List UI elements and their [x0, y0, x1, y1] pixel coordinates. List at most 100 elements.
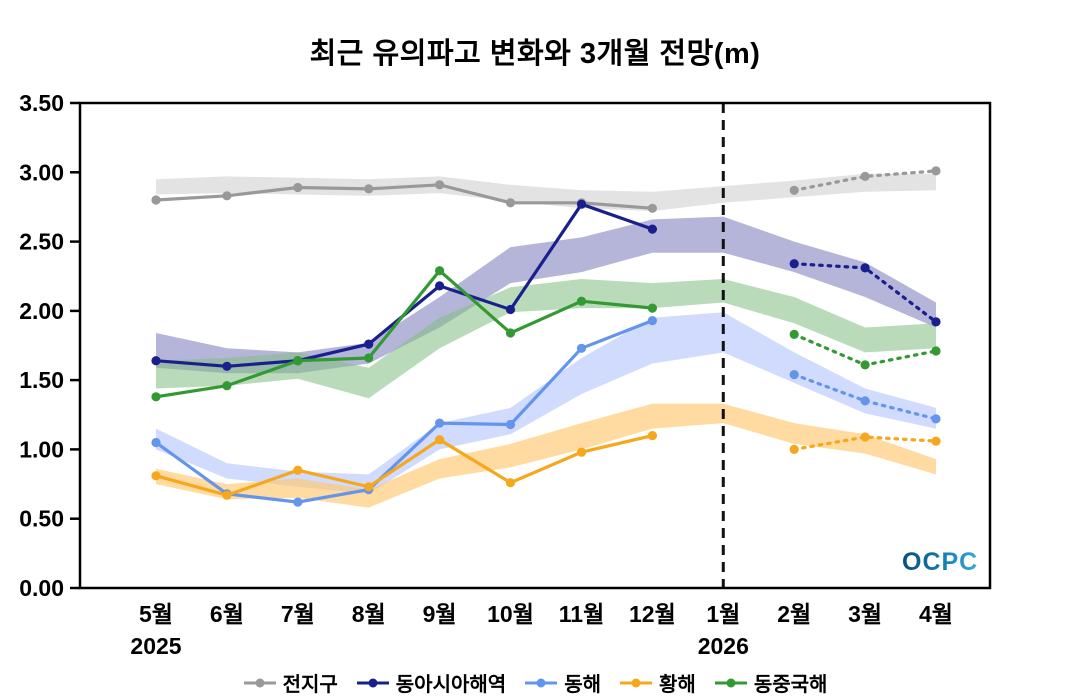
- series-lines: [151, 166, 941, 507]
- point-yellow-sea: [435, 435, 445, 445]
- y-tick-label: 2.00: [19, 298, 64, 324]
- point-global: [435, 180, 445, 190]
- x-tick-label: 3월: [848, 601, 882, 627]
- x-tick-label: 7월: [281, 601, 315, 627]
- point-east-china-sea-forecast: [860, 360, 870, 370]
- point-yellow-sea: [505, 478, 516, 488]
- point-east-china-sea: [576, 296, 587, 306]
- point-yellow-sea: [647, 431, 658, 441]
- point-east-china-sea: [647, 303, 658, 313]
- point-yellow-sea-forecast: [789, 444, 799, 454]
- legend-marker-east-china-sea: [714, 678, 747, 687]
- point-east-china-sea-forecast: [931, 346, 941, 356]
- x-tick-label: 6월: [210, 601, 244, 627]
- x-tick-label: 1월: [706, 601, 740, 627]
- year-label: 2025: [130, 633, 181, 659]
- legend-item-east-asia: 동아시아해역: [356, 668, 506, 697]
- point-yellow-sea-forecast: [931, 436, 941, 446]
- point-east-china-sea-forecast: [789, 329, 799, 339]
- x-tick-label: 8월: [352, 601, 386, 627]
- x-tick-label: 4월: [919, 601, 953, 627]
- point-east-china-sea: [222, 381, 232, 391]
- legend-item-east-sea: 동해: [524, 668, 601, 697]
- y-tick-label: 3.00: [19, 159, 64, 185]
- point-east-asia: [222, 361, 232, 371]
- y-tick-label: 1.50: [19, 367, 64, 393]
- point-east-asia: [505, 304, 516, 315]
- point-yellow-sea: [222, 490, 232, 500]
- point-east-asia: [151, 356, 161, 366]
- confidence-bands: [156, 173, 936, 508]
- year-label: 2026: [698, 633, 749, 659]
- legend: 전지구 동아시아해역 동해 황해 동중국해: [0, 668, 1070, 697]
- point-east-sea: [576, 343, 587, 353]
- line-yellow-sea-observed: [155, 434, 653, 497]
- band-east-asia: [156, 216, 936, 374]
- point-east-asia: [364, 339, 374, 349]
- point-east-asia-forecast: [931, 317, 941, 327]
- legend-label-east-asia: 동아시아해역: [395, 674, 507, 696]
- y-tick-label: 0.00: [19, 575, 64, 601]
- legend-item-yellow-sea: 황해: [619, 668, 696, 697]
- legend-item-global: 전지구: [243, 668, 338, 697]
- point-global: [364, 184, 374, 194]
- legend-label-east-china-sea: 동중국해: [753, 674, 828, 696]
- band-yellow-sea: [156, 403, 936, 508]
- point-east-asia-forecast: [860, 263, 870, 273]
- legend-marker-east-asia: [356, 678, 389, 687]
- point-east-sea: [435, 418, 445, 428]
- legend-label-yellow-sea: 황해: [659, 674, 696, 696]
- x-tick-label: 10월: [487, 601, 534, 627]
- point-east-china-sea: [151, 392, 161, 402]
- point-east-china-sea: [364, 353, 374, 363]
- point-global-forecast: [931, 166, 941, 176]
- legend-marker-global: [243, 678, 276, 687]
- point-east-china-sea: [293, 356, 303, 366]
- point-global: [151, 195, 161, 205]
- point-global: [293, 182, 303, 193]
- point-yellow-sea: [576, 447, 587, 457]
- point-east-sea-forecast: [931, 414, 941, 424]
- plot-frame: [78, 101, 992, 590]
- x-tick-label: 12월: [629, 601, 676, 627]
- point-yellow-sea: [293, 465, 303, 475]
- point-global-forecast: [789, 185, 799, 195]
- point-yellow-sea-forecast: [860, 432, 870, 442]
- legend-item-east-china-sea: 동중국해: [714, 668, 828, 697]
- point-global-forecast: [860, 171, 870, 181]
- point-east-asia: [576, 199, 587, 209]
- x-tick-label: 5월: [139, 601, 173, 627]
- y-tick-label: 0.50: [19, 506, 64, 532]
- ocpc-logo: OCPC: [902, 548, 978, 576]
- band-global: [156, 173, 936, 212]
- line-global-observed: [155, 183, 653, 210]
- point-east-asia: [647, 224, 658, 234]
- x-tick-label: 9월: [423, 601, 457, 627]
- point-east-asia: [435, 281, 445, 291]
- legend-label-global: 전지구: [282, 674, 338, 696]
- point-east-sea-forecast: [789, 370, 799, 380]
- axes: 0.00 0.50 1.00 1.50 2.00 2.50 3.00 3.50 5월 6월 7월 8월…: [19, 90, 992, 659]
- point-global: [222, 191, 232, 201]
- line-global-forecast: [792, 169, 938, 192]
- y-tick-label: 2.50: [19, 229, 64, 255]
- x-tick-label: 2월: [777, 601, 811, 627]
- y-tick-label: 1.00: [19, 436, 64, 462]
- legend-label-east-sea: 동해: [564, 674, 601, 696]
- point-east-sea-forecast: [860, 396, 870, 406]
- point-east-sea: [293, 497, 303, 507]
- y-tick-label: 3.50: [19, 90, 64, 116]
- point-east-sea: [151, 437, 161, 448]
- line-east-china-sea-observed: [155, 268, 653, 399]
- x-tick-label: 11월: [559, 601, 604, 627]
- point-global: [647, 203, 658, 213]
- legend-marker-east-sea: [525, 678, 558, 687]
- line-east-sea-observed: [155, 319, 653, 504]
- point-yellow-sea: [364, 482, 374, 492]
- wave-height-chart: 0.00 0.50 1.00 1.50 2.00 2.50 3.00 3.50 5월 6월 7월 8월…: [19, 90, 992, 659]
- chart-title: 최근 유의파고 변화와 3개월 전망(m): [309, 38, 761, 70]
- point-east-china-sea: [435, 266, 445, 276]
- point-east-sea: [647, 316, 658, 326]
- point-east-china-sea: [505, 328, 516, 338]
